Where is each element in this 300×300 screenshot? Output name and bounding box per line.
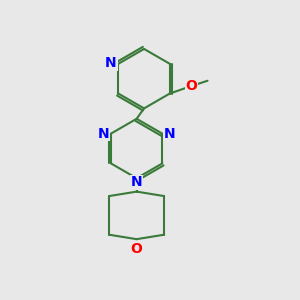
- Text: N: N: [98, 127, 109, 141]
- Text: N: N: [164, 127, 176, 141]
- Text: O: O: [131, 242, 142, 256]
- Text: O: O: [185, 79, 197, 93]
- Text: N: N: [131, 175, 142, 189]
- Text: N: N: [105, 56, 117, 70]
